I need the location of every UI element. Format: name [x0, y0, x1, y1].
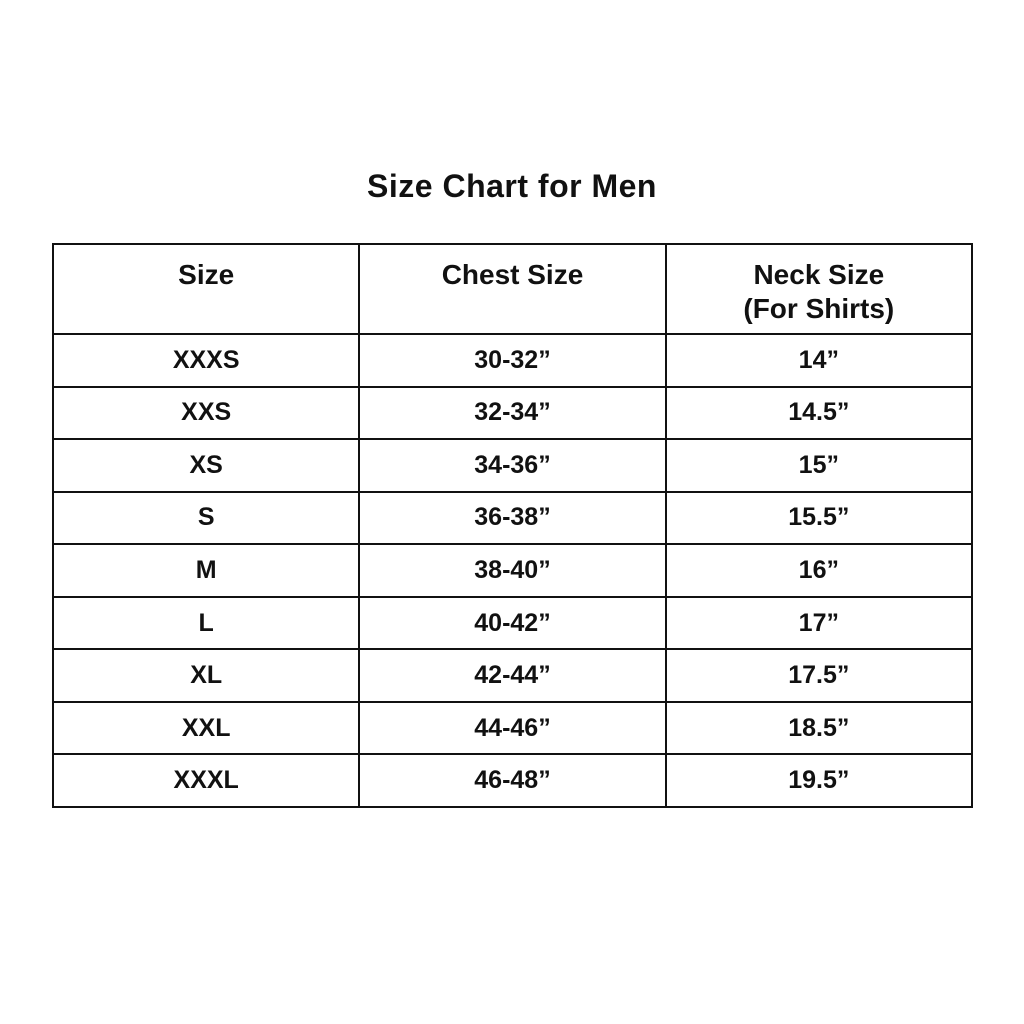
table-row: XXXL 46-48” 19.5”: [51, 753, 974, 808]
table-row: XXS 32-34” 14.5”: [51, 385, 974, 441]
column-header-sublabel: (For Shirts): [743, 293, 895, 324]
size-cell: L: [51, 595, 361, 651]
chest-size-cell: 46-48”: [358, 753, 667, 808]
table-row: S 36-38” 15.5”: [51, 490, 974, 546]
chest-size-cell: 44-46”: [358, 700, 667, 756]
size-cell: XXXL: [51, 753, 361, 808]
size-cell: XXS: [51, 385, 361, 441]
neck-size-cell: 15.5”: [664, 490, 974, 546]
chest-size-cell: 36-38”: [358, 490, 667, 546]
size-chart-table: Size Chest Size Neck Size (For Shirts) X…: [51, 243, 974, 808]
table-row: XS 34-36” 15”: [51, 438, 974, 493]
column-header-label: Neck Size: [753, 259, 885, 290]
chest-size-cell: 32-34”: [358, 385, 667, 441]
table-header-row: Size Chest Size Neck Size (For Shirts): [51, 243, 974, 335]
chest-size-cell: 42-44”: [358, 648, 667, 703]
table-row: XL 42-44” 17.5”: [51, 648, 974, 703]
column-header-size: Size: [51, 243, 361, 335]
column-header-neck-size: Neck Size (For Shirts): [664, 243, 974, 335]
neck-size-cell: 19.5”: [664, 753, 974, 808]
size-cell: XL: [51, 648, 361, 703]
table-header: Size Chest Size Neck Size (For Shirts): [51, 243, 974, 335]
neck-size-cell: 17.5”: [664, 648, 974, 703]
neck-size-cell: 15”: [664, 438, 974, 493]
chest-size-cell: 38-40”: [358, 543, 667, 598]
table-row: M 38-40” 16”: [51, 543, 974, 598]
column-header-label: Size: [178, 259, 235, 290]
table-row: L 40-42” 17”: [51, 595, 974, 651]
chest-size-cell: 30-32”: [358, 333, 667, 388]
column-header-chest-size: Chest Size: [358, 243, 667, 335]
size-cell: XXXS: [51, 333, 361, 388]
size-cell: S: [51, 490, 361, 546]
page-title: Size Chart for Men: [367, 168, 657, 204]
table-row: XXXS 30-32” 14”: [51, 333, 974, 388]
chest-size-cell: 34-36”: [358, 438, 667, 493]
table-body: XXXS 30-32” 14” XXS 32-34” 14.5” XS 34-3…: [51, 333, 974, 808]
size-cell: XXL: [51, 700, 361, 756]
table-row: XXL 44-46” 18.5”: [51, 700, 974, 756]
neck-size-cell: 14.5”: [664, 385, 974, 441]
chest-size-cell: 40-42”: [358, 595, 667, 651]
size-cell: XS: [51, 438, 361, 493]
neck-size-cell: 14”: [664, 333, 974, 388]
column-header-label: Chest Size: [441, 259, 584, 290]
neck-size-cell: 16”: [664, 543, 974, 598]
size-cell: M: [51, 543, 361, 598]
neck-size-cell: 17”: [664, 595, 974, 651]
neck-size-cell: 18.5”: [664, 700, 974, 756]
